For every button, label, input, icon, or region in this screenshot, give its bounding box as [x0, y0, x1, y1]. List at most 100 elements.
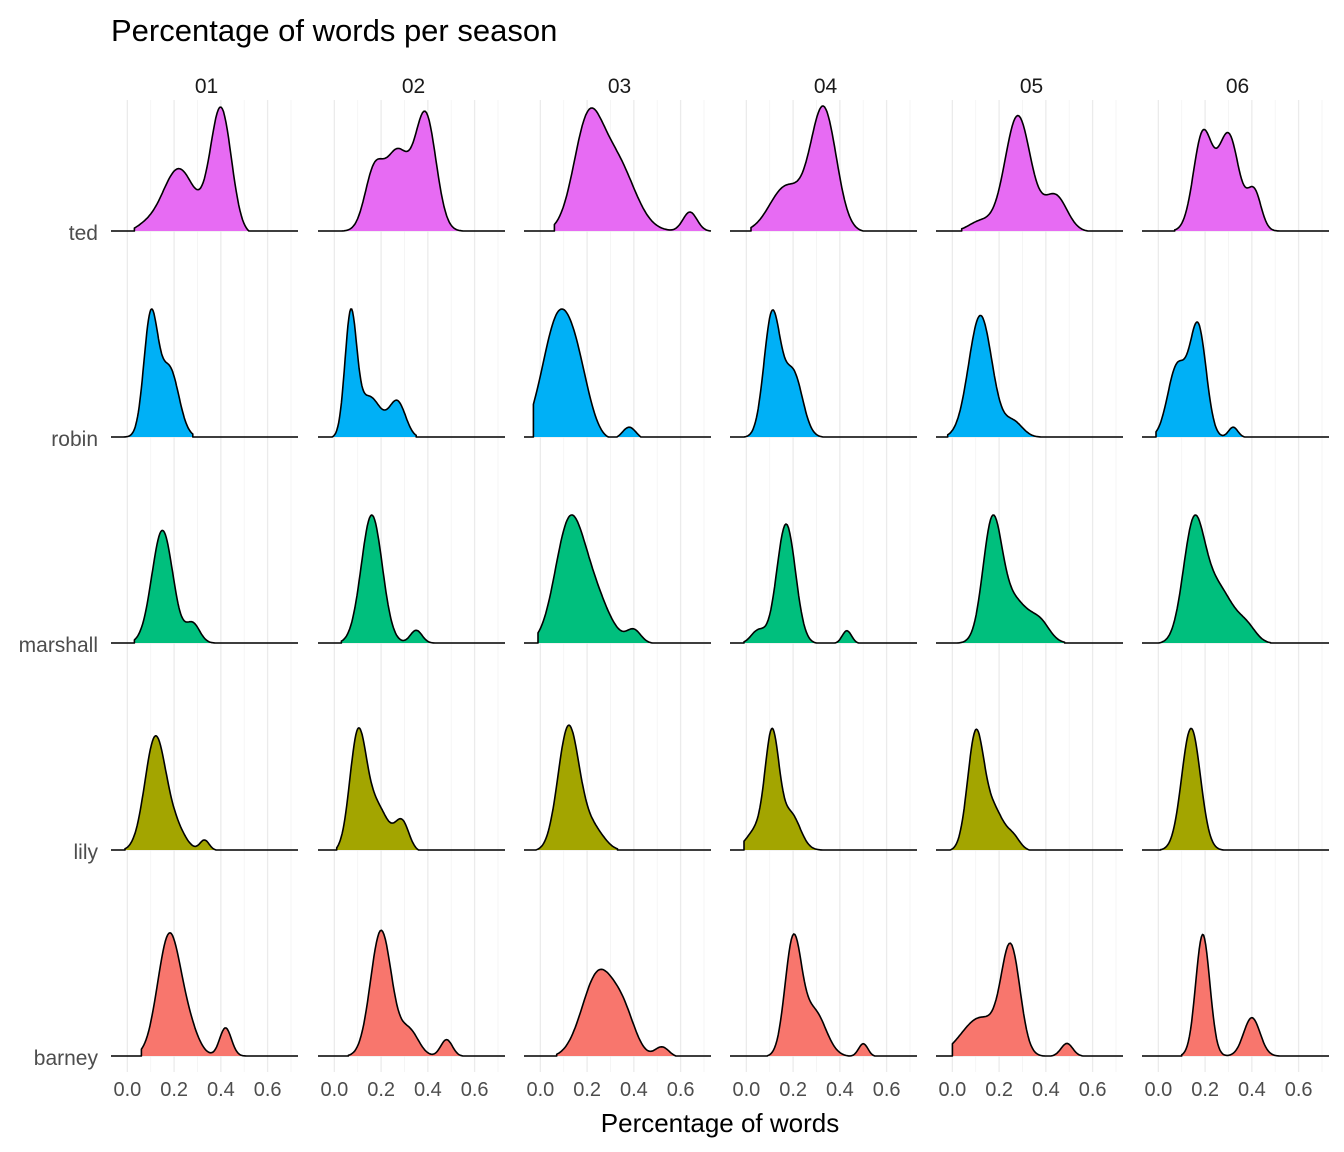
- facet-label-03: 03: [608, 75, 631, 98]
- ridge-outline-ted-season-05: [936, 114, 1123, 232]
- x-tick-label: 0.4: [414, 1079, 442, 1101]
- ridge-fill-barney-season-03: [524, 969, 711, 1056]
- x-tick-label: 0.6: [667, 1079, 695, 1101]
- ridge-outline-ted-season-03: [524, 107, 712, 232]
- ridge-fill-robin-season-04: [730, 309, 917, 437]
- ridge-outline-barney-season-02: [318, 929, 505, 1057]
- x-tick-label: 0.2: [779, 1079, 807, 1101]
- ridge-fill-lily-season-05: [936, 729, 1123, 850]
- ridge-outline-marshall-season-03: [524, 514, 711, 644]
- x-tick-label: 0.2: [1191, 1079, 1219, 1101]
- ridge-fill-barney-season-05: [936, 943, 1123, 1056]
- x-tick-label: 0.2: [367, 1079, 395, 1101]
- y-tick-lily: lily: [74, 841, 99, 864]
- ridge-outline-lily-season-06: [1142, 727, 1329, 851]
- x-tick-label: 0.4: [1032, 1079, 1060, 1101]
- ridge-fill-robin-season-06: [1142, 322, 1329, 437]
- ridge-fill-lily-season-04: [730, 728, 917, 850]
- x-tick-label: 0.4: [207, 1079, 235, 1101]
- ridge-fill-barney-season-06: [1142, 934, 1329, 1056]
- x-tick-label: 0.4: [1238, 1079, 1266, 1101]
- x-tick-label: 0.0: [1144, 1079, 1172, 1101]
- x-tick-label: 0.4: [826, 1079, 854, 1101]
- ridge-outline-ted-season-06: [1142, 128, 1329, 232]
- x-tick-label: 0.2: [573, 1079, 601, 1101]
- ridge-outline-robin-season-02: [318, 308, 505, 438]
- ridge-outline-barney-season-06: [1142, 933, 1329, 1057]
- x-tick-label: 0.2: [985, 1079, 1013, 1101]
- ridge-fill-ted-season-04: [730, 106, 917, 231]
- grid-lines: [111, 100, 1329, 1072]
- ridge-fill-marshall-season-04: [730, 524, 917, 643]
- ridge-outline-barney-season-01: [111, 932, 298, 1057]
- x-tick-label: 0.6: [1079, 1079, 1107, 1101]
- ridge-outline-marshall-season-02: [318, 514, 505, 644]
- ridge-fill-robin-season-01: [111, 309, 298, 437]
- x-tick-label: 0.0: [938, 1079, 966, 1101]
- ridge-outline-robin-season-04: [730, 309, 917, 438]
- ridge-outline-marshall-season-01: [111, 529, 298, 644]
- ridge-fill-lily-season-03: [524, 725, 711, 850]
- x-tick-label: 0.6: [873, 1079, 901, 1101]
- ridge-outline-barney-season-03: [524, 968, 711, 1057]
- ridge-fill-ted-season-06: [1142, 129, 1329, 231]
- ridge-fill-marshall-season-02: [318, 515, 505, 643]
- ridge-fill-robin-season-05: [936, 315, 1123, 437]
- facet-label-02: 02: [402, 75, 425, 98]
- facet-label-01: 01: [195, 75, 218, 98]
- x-tick-label: 0.0: [526, 1079, 554, 1101]
- ridge-fill-marshall-season-01: [111, 530, 298, 643]
- ridge-outline-marshall-season-04: [730, 523, 917, 644]
- ridge-fill-ted-season-05: [936, 115, 1123, 231]
- x-axis-title: Percentage of words: [601, 1108, 839, 1138]
- density-ridges: [111, 105, 1329, 1057]
- ridge-fill-marshall-season-05: [936, 515, 1123, 643]
- x-tick-label: 0.2: [160, 1079, 188, 1101]
- ridge-fill-barney-season-01: [111, 932, 298, 1056]
- ridge-fill-lily-season-06: [1142, 728, 1329, 850]
- y-tick-marshall: marshall: [19, 634, 98, 657]
- ridge-outline-barney-season-04: [730, 933, 917, 1057]
- x-tick-label: 0.0: [113, 1079, 141, 1101]
- ridge-outline-lily-season-01: [111, 735, 298, 851]
- ridge-outline-barney-season-05: [936, 942, 1123, 1057]
- ridge-outline-robin-season-06: [1142, 321, 1329, 438]
- ridge-outline-marshall-season-05: [936, 514, 1123, 644]
- ridge-fill-barney-season-02: [318, 930, 505, 1056]
- ridge-fill-marshall-season-03: [524, 515, 711, 643]
- ridge-fill-robin-season-03: [524, 309, 711, 437]
- x-tick-label: 0.6: [254, 1079, 282, 1101]
- ridge-fill-ted-season-02: [318, 111, 505, 231]
- ridge-fill-marshall-season-06: [1142, 515, 1329, 643]
- ridge-fill-lily-season-01: [111, 735, 298, 850]
- chart-title: Percentage of words per season: [111, 13, 557, 48]
- x-tick-label: 0.0: [732, 1079, 760, 1101]
- ridge-outline-lily-season-03: [524, 724, 711, 851]
- ridge-outline-robin-season-03: [524, 308, 711, 438]
- x-tick-label: 0.6: [461, 1079, 489, 1101]
- ridge-outline-marshall-season-06: [1142, 514, 1329, 644]
- y-tick-barney: barney: [34, 1047, 99, 1070]
- x-tick-label: 0.0: [320, 1079, 348, 1101]
- y-tick-robin: robin: [51, 428, 98, 451]
- x-tick-label: 0.4: [620, 1079, 648, 1101]
- ridge-outline-ted-season-02: [318, 110, 505, 232]
- ridge-outline-ted-season-04: [730, 105, 917, 232]
- ridge-outline-robin-season-05: [936, 314, 1123, 438]
- ridge-fill-ted-season-03: [524, 108, 711, 231]
- ridge-fill-robin-season-02: [318, 309, 505, 437]
- ridge-outline-lily-season-02: [318, 727, 505, 851]
- ridge-outline-lily-season-04: [730, 727, 917, 851]
- ridge-fill-lily-season-02: [318, 727, 505, 850]
- ridge-fill-ted-season-01: [111, 107, 298, 231]
- y-tick-ted: ted: [69, 222, 98, 245]
- ridge-fill-barney-season-04: [730, 934, 917, 1056]
- x-tick-label: 0.6: [1285, 1079, 1313, 1101]
- axis-labels: 01 02 03 04 05 06 ted robin marshall lily barney 0.…: [19, 75, 1313, 1101]
- ridge-outline-robin-season-01: [111, 308, 298, 438]
- facet-label-05: 05: [1020, 75, 1043, 98]
- facet-label-06: 06: [1226, 75, 1249, 98]
- ridge-outline-lily-season-05: [936, 728, 1123, 851]
